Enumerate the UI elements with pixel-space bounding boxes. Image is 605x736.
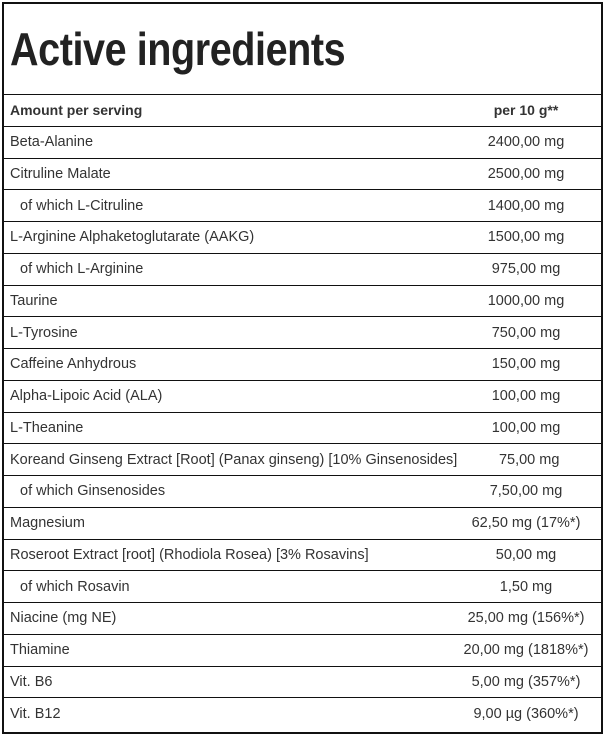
title-bar: Active ingredients <box>4 4 601 95</box>
ingredient-cell: L-Theanine <box>10 419 84 436</box>
table-row: of which Ginsenosides 7,50,00 mg <box>4 476 601 508</box>
header-row: Amount per serving per 10 g** <box>4 95 601 127</box>
table-row: L-Tyrosine 750,00 mg <box>4 317 601 349</box>
table-row: L-Arginine Alphaketoglutarate (AAKG) 1500… <box>4 222 601 254</box>
table-row: Roseroot Extract [root] (Rhodiola Rosea)… <box>4 540 601 572</box>
column-header: Amount per serving <box>10 102 143 119</box>
table-row: Niacine (mg NE) 25,00 mg (156%*) <box>4 603 601 635</box>
ingredient-cell: Magnesium <box>10 515 85 532</box>
table-row: Caffeine Anhydrous 150,00 mg <box>4 349 601 381</box>
amount-cell: 2500,00 mg <box>487 165 565 182</box>
ingredient-cell: of which L-Citruline <box>20 197 144 214</box>
amount-cell: 50,00 mg <box>495 546 557 563</box>
table-row: Citruline Malate 2500,00 mg <box>4 159 601 191</box>
table-row: Vit. B12 9,00 µg (360%*) <box>4 698 601 730</box>
amount-cell: 1400,00 mg <box>487 197 565 214</box>
amount-cell: 75,00 mg <box>498 451 560 468</box>
ingredient-cell: Koreand Ginseng Extract [Root] (Panax gi… <box>10 451 458 468</box>
ingredient-cell: Roseroot Extract [root] (Rhodiola Rosea)… <box>10 546 369 563</box>
amount-cell: 2400,00 mg <box>487 134 565 151</box>
ingredient-cell: L-Tyrosine <box>10 324 78 341</box>
table-row: Koreand Ginseng Extract [Root] (Panax gi… <box>4 444 601 476</box>
amount-cell: 7,50,00 mg <box>489 483 563 500</box>
table-row: of which L-Citruline 1400,00 mg <box>4 190 601 222</box>
ingredient-cell: Beta-Alanine <box>10 134 94 151</box>
amount-cell: 750,00 mg <box>491 324 561 341</box>
table-row: Alpha-Lipoic Acid (ALA) 100,00 mg <box>4 381 601 413</box>
table-row: Magnesium 62,50 mg (17%*) <box>4 508 601 540</box>
table-row: of which Rosavin 1,50 mg <box>4 571 601 603</box>
ingredient-cell: of which L-Arginine <box>20 261 144 278</box>
amount-cell: 1,50 mg <box>499 578 553 595</box>
amount-cell: 100,00 mg <box>491 419 561 436</box>
ingredient-cell: Vit. B12 <box>10 706 61 723</box>
ingredient-cell: Taurine <box>10 292 58 309</box>
column-header: per 10 g** <box>493 102 559 119</box>
amount-cell: 1500,00 mg <box>487 229 565 246</box>
amount-cell: 9,00 µg (360%*) <box>473 706 579 723</box>
amount-cell: 62,50 mg (17%*) <box>471 515 581 532</box>
ingredient-cell: L-Arginine Alphaketoglutarate (AAKG) <box>10 229 255 246</box>
ingredient-cell: of which Ginsenosides <box>20 483 166 500</box>
table-row: of which L-Arginine 975,00 mg <box>4 254 601 286</box>
ingredient-cell: Vit. B6 <box>10 673 53 690</box>
ingredient-cell: Caffeine Anhydrous <box>10 356 137 373</box>
amount-cell: 100,00 mg <box>491 388 561 405</box>
amount-cell: 20,00 mg (1818%*) <box>463 642 589 659</box>
ingredient-cell: of which Rosavin <box>20 578 130 595</box>
ingredient-cell: Alpha-Lipoic Acid (ALA) <box>10 388 163 405</box>
title: Active ingredients <box>10 23 346 75</box>
ingredient-cell: Thiamine <box>10 642 70 659</box>
amount-cell: 150,00 mg <box>491 356 561 373</box>
amount-cell: 5,00 mg (357%*) <box>471 673 581 690</box>
ingredient-cell: Citruline Malate <box>10 165 111 182</box>
table-row: Vit. B6 5,00 mg (357%*) <box>4 667 601 699</box>
table-row: Thiamine 20,00 mg (1818%*) <box>4 635 601 667</box>
amount-cell: 25,00 mg (156%*) <box>467 610 585 627</box>
amount-cell: 975,00 mg <box>491 261 561 278</box>
table-row: Taurine 1000,00 mg <box>4 286 601 318</box>
table: Amount per serving per 10 g** Beta-Alani… <box>4 95 601 730</box>
table-row: L-Theanine 100,00 mg <box>4 413 601 445</box>
amount-cell: 1000,00 mg <box>487 292 565 309</box>
ingredient-cell: Niacine (mg NE) <box>10 610 117 627</box>
table-row: Beta-Alanine 2400,00 mg <box>4 127 601 159</box>
